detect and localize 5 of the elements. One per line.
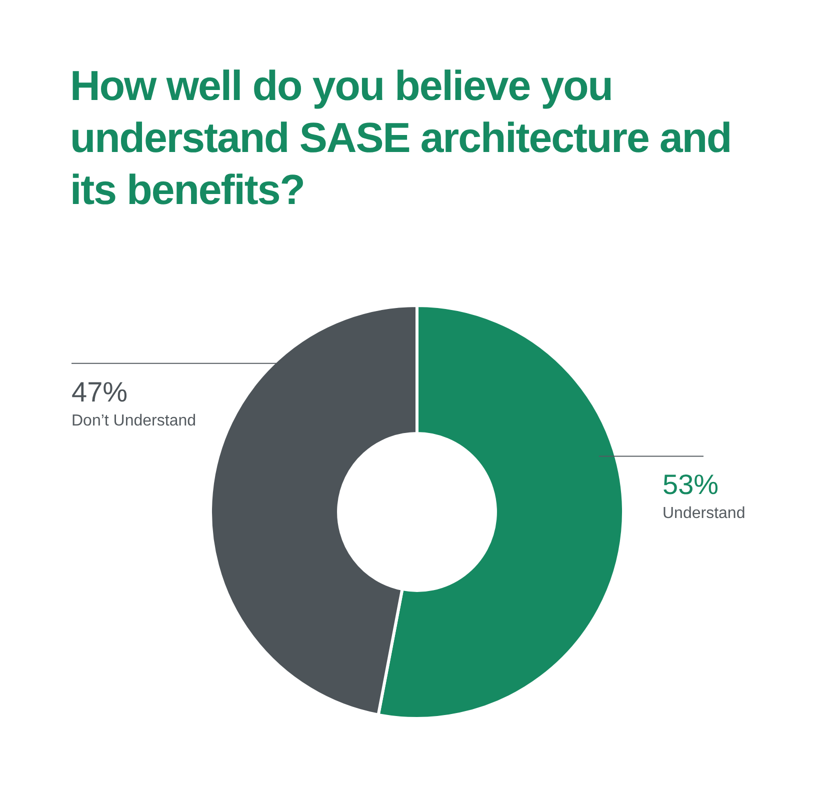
slice-label: Don’t Understand <box>72 412 196 430</box>
chart-title: How well do you believe you understand SASE architecture and its benefits? <box>70 61 732 215</box>
data-label: 47% <box>72 376 128 408</box>
data-label: 53% <box>662 469 719 500</box>
slice-label: Understand <box>662 505 746 522</box>
